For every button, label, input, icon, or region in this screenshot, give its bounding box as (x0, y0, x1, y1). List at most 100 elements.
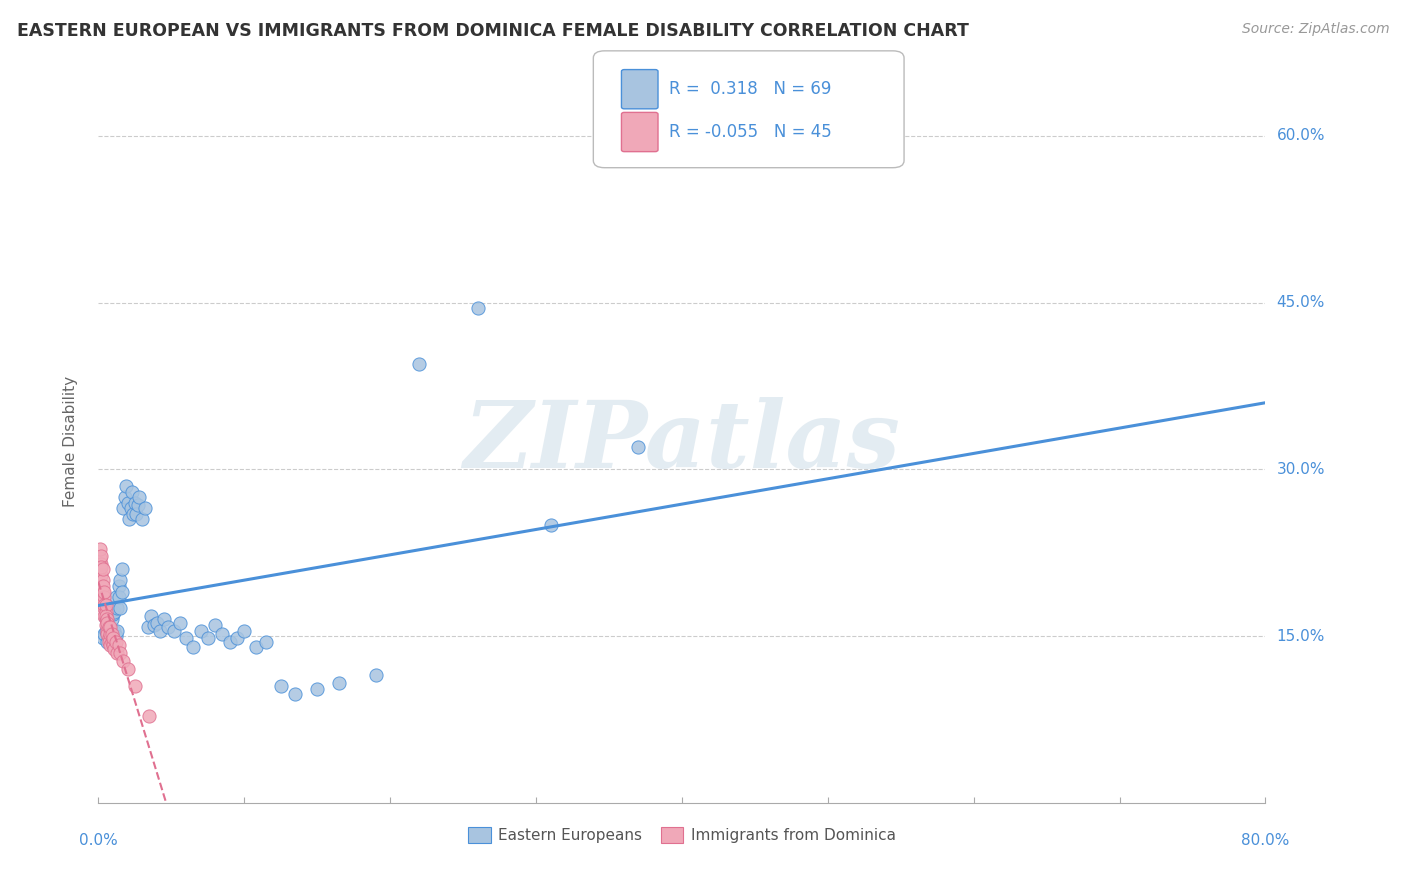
Point (120, 501, 142, 516)
Point (98, 601, 121, 615)
Point (90, 549, 112, 563)
Point (112, 501, 135, 516)
Point (307, 682, 329, 697)
Point (105, 601, 128, 615)
Point (211, 627, 233, 641)
Y-axis label: Female Disability: Female Disability (63, 376, 77, 508)
Point (98, 638, 121, 652)
Point (103, 605, 125, 619)
Point (190, 624, 212, 638)
Point (91, 584, 114, 599)
Point (104, 629, 127, 643)
Point (104, 634, 127, 648)
Point (96, 634, 118, 648)
Text: 45.0%: 45.0% (1277, 295, 1324, 310)
Point (94, 605, 117, 619)
Point (110, 574, 132, 588)
Point (121, 484, 143, 499)
Point (96, 615, 118, 630)
Point (100, 634, 122, 648)
Point (408, 357, 430, 371)
Point (149, 624, 172, 638)
Text: 80.0%: 80.0% (1241, 833, 1289, 848)
Point (204, 618, 226, 632)
Point (104, 590, 127, 604)
Point (100, 634, 122, 648)
Point (111, 584, 134, 599)
Point (98, 624, 121, 638)
Point (128, 490, 150, 504)
Point (97, 629, 120, 643)
Point (118, 512, 141, 526)
Point (91, 574, 114, 588)
Point (284, 687, 307, 701)
Point (98, 627, 121, 641)
Point (627, 440, 650, 454)
Point (93, 598, 115, 612)
Point (101, 638, 124, 652)
Point (97, 620, 120, 634)
Point (110, 601, 132, 615)
Point (96, 609, 118, 624)
Point (93, 590, 115, 604)
Point (93, 601, 115, 615)
Point (181, 640, 204, 655)
Point (110, 646, 132, 660)
Point (153, 612, 176, 626)
Point (94, 618, 117, 632)
Point (94, 624, 117, 638)
Point (97, 634, 120, 648)
Point (90, 568, 112, 582)
Point (90, 560, 112, 574)
Point (94, 598, 117, 612)
Point (174, 632, 197, 646)
Point (114, 490, 136, 504)
Point (226, 632, 249, 646)
Point (197, 632, 219, 646)
Point (125, 507, 148, 521)
Point (108, 638, 131, 652)
Point (467, 301, 489, 315)
Point (111, 562, 134, 576)
Point (117, 662, 139, 676)
Point (91, 632, 114, 646)
Point (93, 609, 115, 624)
Point (89, 551, 111, 566)
Point (105, 624, 128, 638)
Point (115, 479, 138, 493)
Point (134, 501, 156, 516)
Point (169, 615, 191, 630)
Point (94, 612, 117, 626)
Point (98, 620, 121, 634)
Point (328, 675, 350, 690)
Text: R =  0.318   N = 69: R = 0.318 N = 69 (669, 80, 831, 98)
Point (100, 627, 122, 641)
Point (112, 653, 135, 667)
Point (96, 624, 118, 638)
Point (89, 562, 111, 576)
Text: ZIPatlas: ZIPatlas (464, 397, 900, 486)
Point (139, 609, 162, 624)
Point (108, 579, 131, 593)
Text: 30.0%: 30.0% (1277, 462, 1324, 477)
Point (233, 624, 256, 638)
Point (124, 496, 146, 510)
Point (146, 615, 169, 630)
Point (97, 607, 120, 621)
Point (94, 612, 117, 626)
Point (245, 640, 267, 655)
Text: 0.0%: 0.0% (79, 833, 118, 848)
Point (96, 612, 118, 626)
Point (91, 562, 114, 576)
Point (93, 584, 115, 599)
Point (540, 517, 562, 532)
Point (94, 609, 117, 624)
Point (108, 590, 131, 604)
Point (131, 512, 153, 526)
Point (138, 709, 160, 723)
Point (93, 627, 115, 641)
Point (100, 612, 122, 626)
Point (364, 668, 387, 682)
Point (91, 579, 114, 593)
Text: EASTERN EUROPEAN VS IMMIGRANTS FROM DOMINICA FEMALE DISABILITY CORRELATION CHART: EASTERN EUROPEAN VS IMMIGRANTS FROM DOMI… (17, 22, 969, 40)
